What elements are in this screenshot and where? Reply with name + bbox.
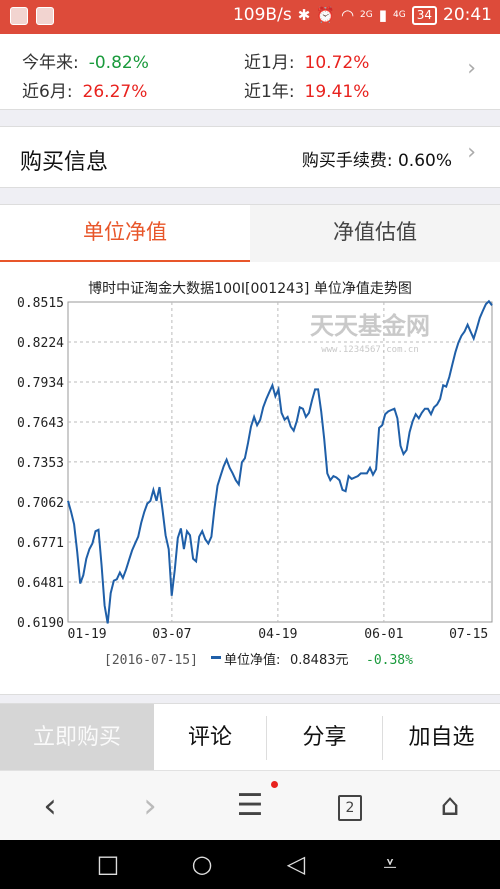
chart-watermark: 天天基金网 [310,312,430,340]
return-ytd: 今年来: -0.82% [22,48,149,73]
return-1m: 近1月: 10.72% [244,48,369,73]
x-tick-label: 01-19 [68,627,107,642]
forward-icon[interactable]: › [143,786,157,826]
return-1m-label: 近1月: [244,53,295,73]
purchase-info-title: 购买信息 [20,150,109,175]
share-button[interactable]: 分享 [302,725,347,750]
nav-series-line [67,299,493,624]
menu-badge [271,781,278,788]
chart-watermark-url: www.1234567.com.cn [321,345,419,355]
divider [266,716,267,760]
purchase-fee-label: 购买手续费: [301,151,393,171]
tabs-count-icon: 2 [338,794,362,821]
purchase-info-row[interactable]: 购买信息 购买手续费: 0.60% › [0,126,500,188]
purchase-fee: 购买手续费: 0.60% [302,146,452,171]
return-ytd-label: 今年来: [22,53,79,73]
add-watchlist-button[interactable]: 加自选 [408,725,475,750]
x-tick-label: 03-07 [152,627,191,642]
legend-swatch [211,656,221,659]
buy-now-button[interactable]: 立即购买 [0,704,154,771]
back-triangle-icon[interactable]: ◁ [286,850,306,878]
purchase-fee-value: 0.60% [397,151,452,171]
recent-apps-icon[interactable]: □ [96,850,120,878]
return-6m: 近6月: 26.27% [22,77,147,102]
return-1y-value: 19.41% [304,82,370,102]
divider [382,716,383,760]
y-tick-label: 0.7934 [17,376,64,391]
return-6m-label: 近6月: [22,82,73,102]
y-tick-label: 0.7062 [17,496,64,511]
clock: 20:41 [443,5,492,25]
y-tick-label: 0.7353 [17,456,64,471]
tab-unit-nav[interactable]: 单位净值 [0,205,250,263]
tab-nav-estimate[interactable]: 净值估值 [333,220,417,244]
signal-icon: ▮ [378,6,388,24]
return-6m-value: 26.27% [82,82,148,102]
signal-2g: 2G [360,9,373,20]
home-circle-icon[interactable]: ○ [191,850,213,878]
back-icon[interactable]: ‹ [43,786,57,826]
return-1m-value: 10.72% [304,53,370,73]
tabs-button[interactable]: 2 [300,771,400,841]
legend-value: 0.8483元 [290,653,349,668]
y-tick-label: 0.8515 [17,296,64,311]
notification-pull-icon[interactable]: ⩡ [383,850,397,878]
chart-tabs: 单位净值 净值估值 [0,204,500,263]
app-notification-icon [10,7,28,25]
y-tick-label: 0.8224 [17,336,64,351]
y-tick-label: 0.6771 [17,536,64,551]
x-tick-label: 07-15 [449,627,488,642]
x-tick-label: 06-01 [364,627,403,642]
network-speed: 109B/s [232,5,292,25]
bluetooth-icon: ✱ [297,6,311,24]
legend-change: -0.38% [366,653,413,668]
y-tick-label: 0.7643 [17,416,64,431]
android-nav-bar: □ ○ ◁ ⩡ [0,840,500,889]
y-tick-label: 0.6481 [17,576,64,591]
battery-icon: 34 [411,5,437,25]
signal-4g: 4G [393,9,406,20]
wifi-icon: ◠ [340,6,355,24]
comment-button[interactable]: 评论 [187,725,232,750]
menu-icon[interactable]: ☰ [236,788,264,823]
return-1y-label: 近1年: [244,82,295,102]
chart-title: 博时中证淘金大数据100I[001243] 单位净值走势图 [88,280,412,297]
returns-card[interactable]: 今年来: -0.82% 近1月: 10.72% 近6月: 26.27% 近1年: 19.… [0,34,500,110]
return-1y: 近1年: 19.41% [244,77,369,102]
image-notification-icon [36,7,54,25]
action-bar: 立即购买 评论 分享 加自选 [0,703,500,771]
home-icon[interactable]: ⌂ [440,788,460,823]
chevron-right-icon[interactable]: › [467,56,476,81]
status-bar: 109B/s ✱ ⏰ ◠ 2G ▮ 4G 34 20:41 [0,0,500,34]
legend-date: [2016-07-15] [104,653,198,668]
chevron-right-icon[interactable]: › [467,140,476,165]
status-indicators: 109B/s ✱ ⏰ ◠ 2G ▮ 4G 34 20:41 [233,5,492,25]
legend-series-label: 单位净值: [224,652,280,668]
y-tick-label: 0.6190 [17,616,64,631]
alarm-icon: ⏰ [316,6,335,24]
return-ytd-value: -0.82% [88,53,149,73]
browser-nav: ‹ › ☰ 2 ⌂ [0,770,500,840]
x-tick-label: 04-19 [258,627,297,642]
nav-chart-panel: 博时中证淘金大数据100I[001243] 单位净值走势图天天基金网 www.12… [0,262,500,695]
notification-icons [10,7,54,25]
